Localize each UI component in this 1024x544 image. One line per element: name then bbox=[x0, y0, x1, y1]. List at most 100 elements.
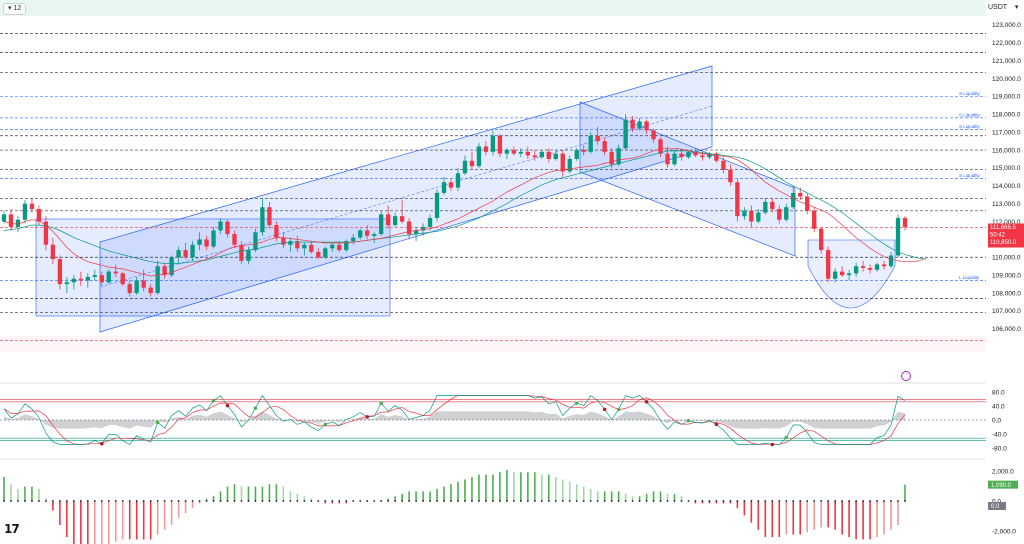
histogram-zero-dot bbox=[38, 500, 40, 502]
histogram-bar bbox=[561, 479, 564, 501]
histogram-zero-dot bbox=[212, 500, 215, 502]
histogram-bar bbox=[240, 486, 243, 501]
osc-cross-dot bbox=[574, 401, 579, 405]
histogram-zero-dot bbox=[715, 500, 718, 502]
histogram-zero-dot bbox=[624, 500, 627, 502]
candle-body bbox=[420, 226, 426, 231]
osc-signal-line bbox=[3, 395, 906, 445]
histogram-zero-dot bbox=[352, 500, 355, 502]
histogram-zero-dot bbox=[72, 500, 75, 502]
histogram-zero-dot bbox=[757, 500, 760, 502]
candle-body bbox=[92, 275, 97, 277]
histogram-zero-dot bbox=[394, 500, 397, 502]
price-axis-tick: 118,000.0 bbox=[992, 112, 1021, 119]
histogram-bar bbox=[736, 501, 739, 509]
osc-axis-tick: -40.0 bbox=[992, 431, 1007, 438]
candle-body bbox=[406, 221, 412, 235]
histogram-bar bbox=[820, 501, 822, 528]
histogram-bar bbox=[771, 501, 774, 537]
last-price-box bbox=[988, 223, 1024, 248]
price-axis-tick: 122,000.0 bbox=[992, 40, 1021, 47]
histogram-bar bbox=[163, 501, 166, 530]
osc-cross-dot bbox=[211, 398, 216, 403]
candle-body bbox=[190, 244, 195, 258]
candle-body bbox=[15, 219, 21, 227]
histogram-bar bbox=[652, 491, 655, 501]
histogram-bar bbox=[673, 493, 676, 501]
histogram-bar bbox=[100, 501, 103, 544]
osc-cross-dot bbox=[379, 401, 383, 405]
histogram-bar bbox=[303, 496, 306, 501]
candle-body bbox=[64, 282, 70, 285]
tradingview-logo[interactable]: 17 bbox=[4, 522, 20, 536]
histogram-bar bbox=[848, 501, 850, 537]
histogram-zero-dot bbox=[862, 500, 864, 502]
candle-body bbox=[211, 230, 216, 247]
candle-body bbox=[57, 259, 63, 285]
histogram-zero-dot bbox=[666, 500, 669, 502]
histogram-bar bbox=[247, 486, 250, 501]
histogram-zero-dot bbox=[785, 500, 788, 502]
histogram-bar bbox=[296, 493, 299, 501]
histogram-bar bbox=[659, 491, 662, 501]
histogram-zero-dot bbox=[100, 500, 103, 502]
candle-body bbox=[71, 278, 77, 283]
histogram-bar bbox=[645, 493, 648, 501]
histogram-bar bbox=[233, 484, 236, 501]
price-axis-tick: 106,000.0 bbox=[992, 326, 1021, 333]
histogram-zero-dot bbox=[450, 500, 452, 502]
histogram-bar bbox=[38, 489, 40, 501]
histogram-zero-dot bbox=[799, 500, 802, 502]
candle-body bbox=[560, 153, 565, 172]
chevron-down-icon: ▾ bbox=[1014, 4, 1019, 11]
histogram-zero-dot bbox=[387, 500, 390, 502]
last-price-label: 50:42 bbox=[990, 233, 1006, 239]
histogram-bar bbox=[666, 493, 669, 501]
histogram-zero-dot bbox=[128, 500, 131, 502]
candle-body bbox=[392, 216, 398, 226]
price-axis-tick: 109,000.0 bbox=[992, 272, 1021, 279]
candle-body bbox=[798, 192, 803, 197]
candle-body bbox=[43, 221, 49, 245]
histogram-zero-dot bbox=[492, 500, 494, 502]
histogram-zero-dot bbox=[156, 500, 159, 502]
histogram-bar bbox=[750, 501, 753, 523]
candle-body bbox=[288, 241, 293, 245]
osc-axis-tick: 80.0 bbox=[992, 389, 1005, 396]
candle-body bbox=[867, 268, 873, 270]
histogram-zero-dot bbox=[240, 500, 243, 502]
histogram-bar bbox=[345, 501, 348, 504]
candle-body bbox=[260, 207, 265, 233]
price-axis-tick: 107,000.0 bbox=[992, 308, 1021, 315]
alert-bolt-icon bbox=[901, 371, 911, 381]
candle-body bbox=[365, 230, 370, 236]
candle-body bbox=[351, 237, 356, 242]
histogram-zero-dot bbox=[820, 500, 823, 502]
ema-fast-line bbox=[3, 147, 927, 277]
osc-cross-dot bbox=[323, 422, 328, 427]
ema-slow-line bbox=[3, 150, 927, 264]
candle-body bbox=[630, 119, 635, 129]
histogram-zero-dot bbox=[659, 500, 662, 502]
histogram-bar bbox=[876, 501, 878, 537]
histogram-bar bbox=[610, 491, 613, 501]
histogram-zero-dot bbox=[317, 500, 320, 502]
histogram-zero-dot bbox=[575, 500, 578, 502]
histogram-zero-dot bbox=[764, 500, 767, 502]
histogram-zero-dot bbox=[324, 500, 327, 502]
interval-selector[interactable]: ▾ 12 bbox=[3, 3, 27, 15]
histogram-zero-dot bbox=[24, 500, 26, 502]
price-axis-tick: 119,000.0 bbox=[992, 94, 1021, 101]
candle-body bbox=[385, 214, 391, 226]
currency-selector[interactable]: USDT ▾ bbox=[988, 3, 1022, 13]
candle-body bbox=[763, 201, 768, 213]
histogram-bar bbox=[764, 501, 767, 537]
histogram-bar bbox=[268, 484, 271, 501]
histogram-zero-dot bbox=[366, 500, 369, 502]
price-axis-tick: 123,000.0 bbox=[992, 22, 1021, 29]
price-axis-tick: 113,000.0 bbox=[992, 201, 1021, 208]
price-axis-tick: 112,000.0 bbox=[992, 219, 1021, 226]
histogram-axis-tick: 0.0 bbox=[992, 498, 1001, 505]
